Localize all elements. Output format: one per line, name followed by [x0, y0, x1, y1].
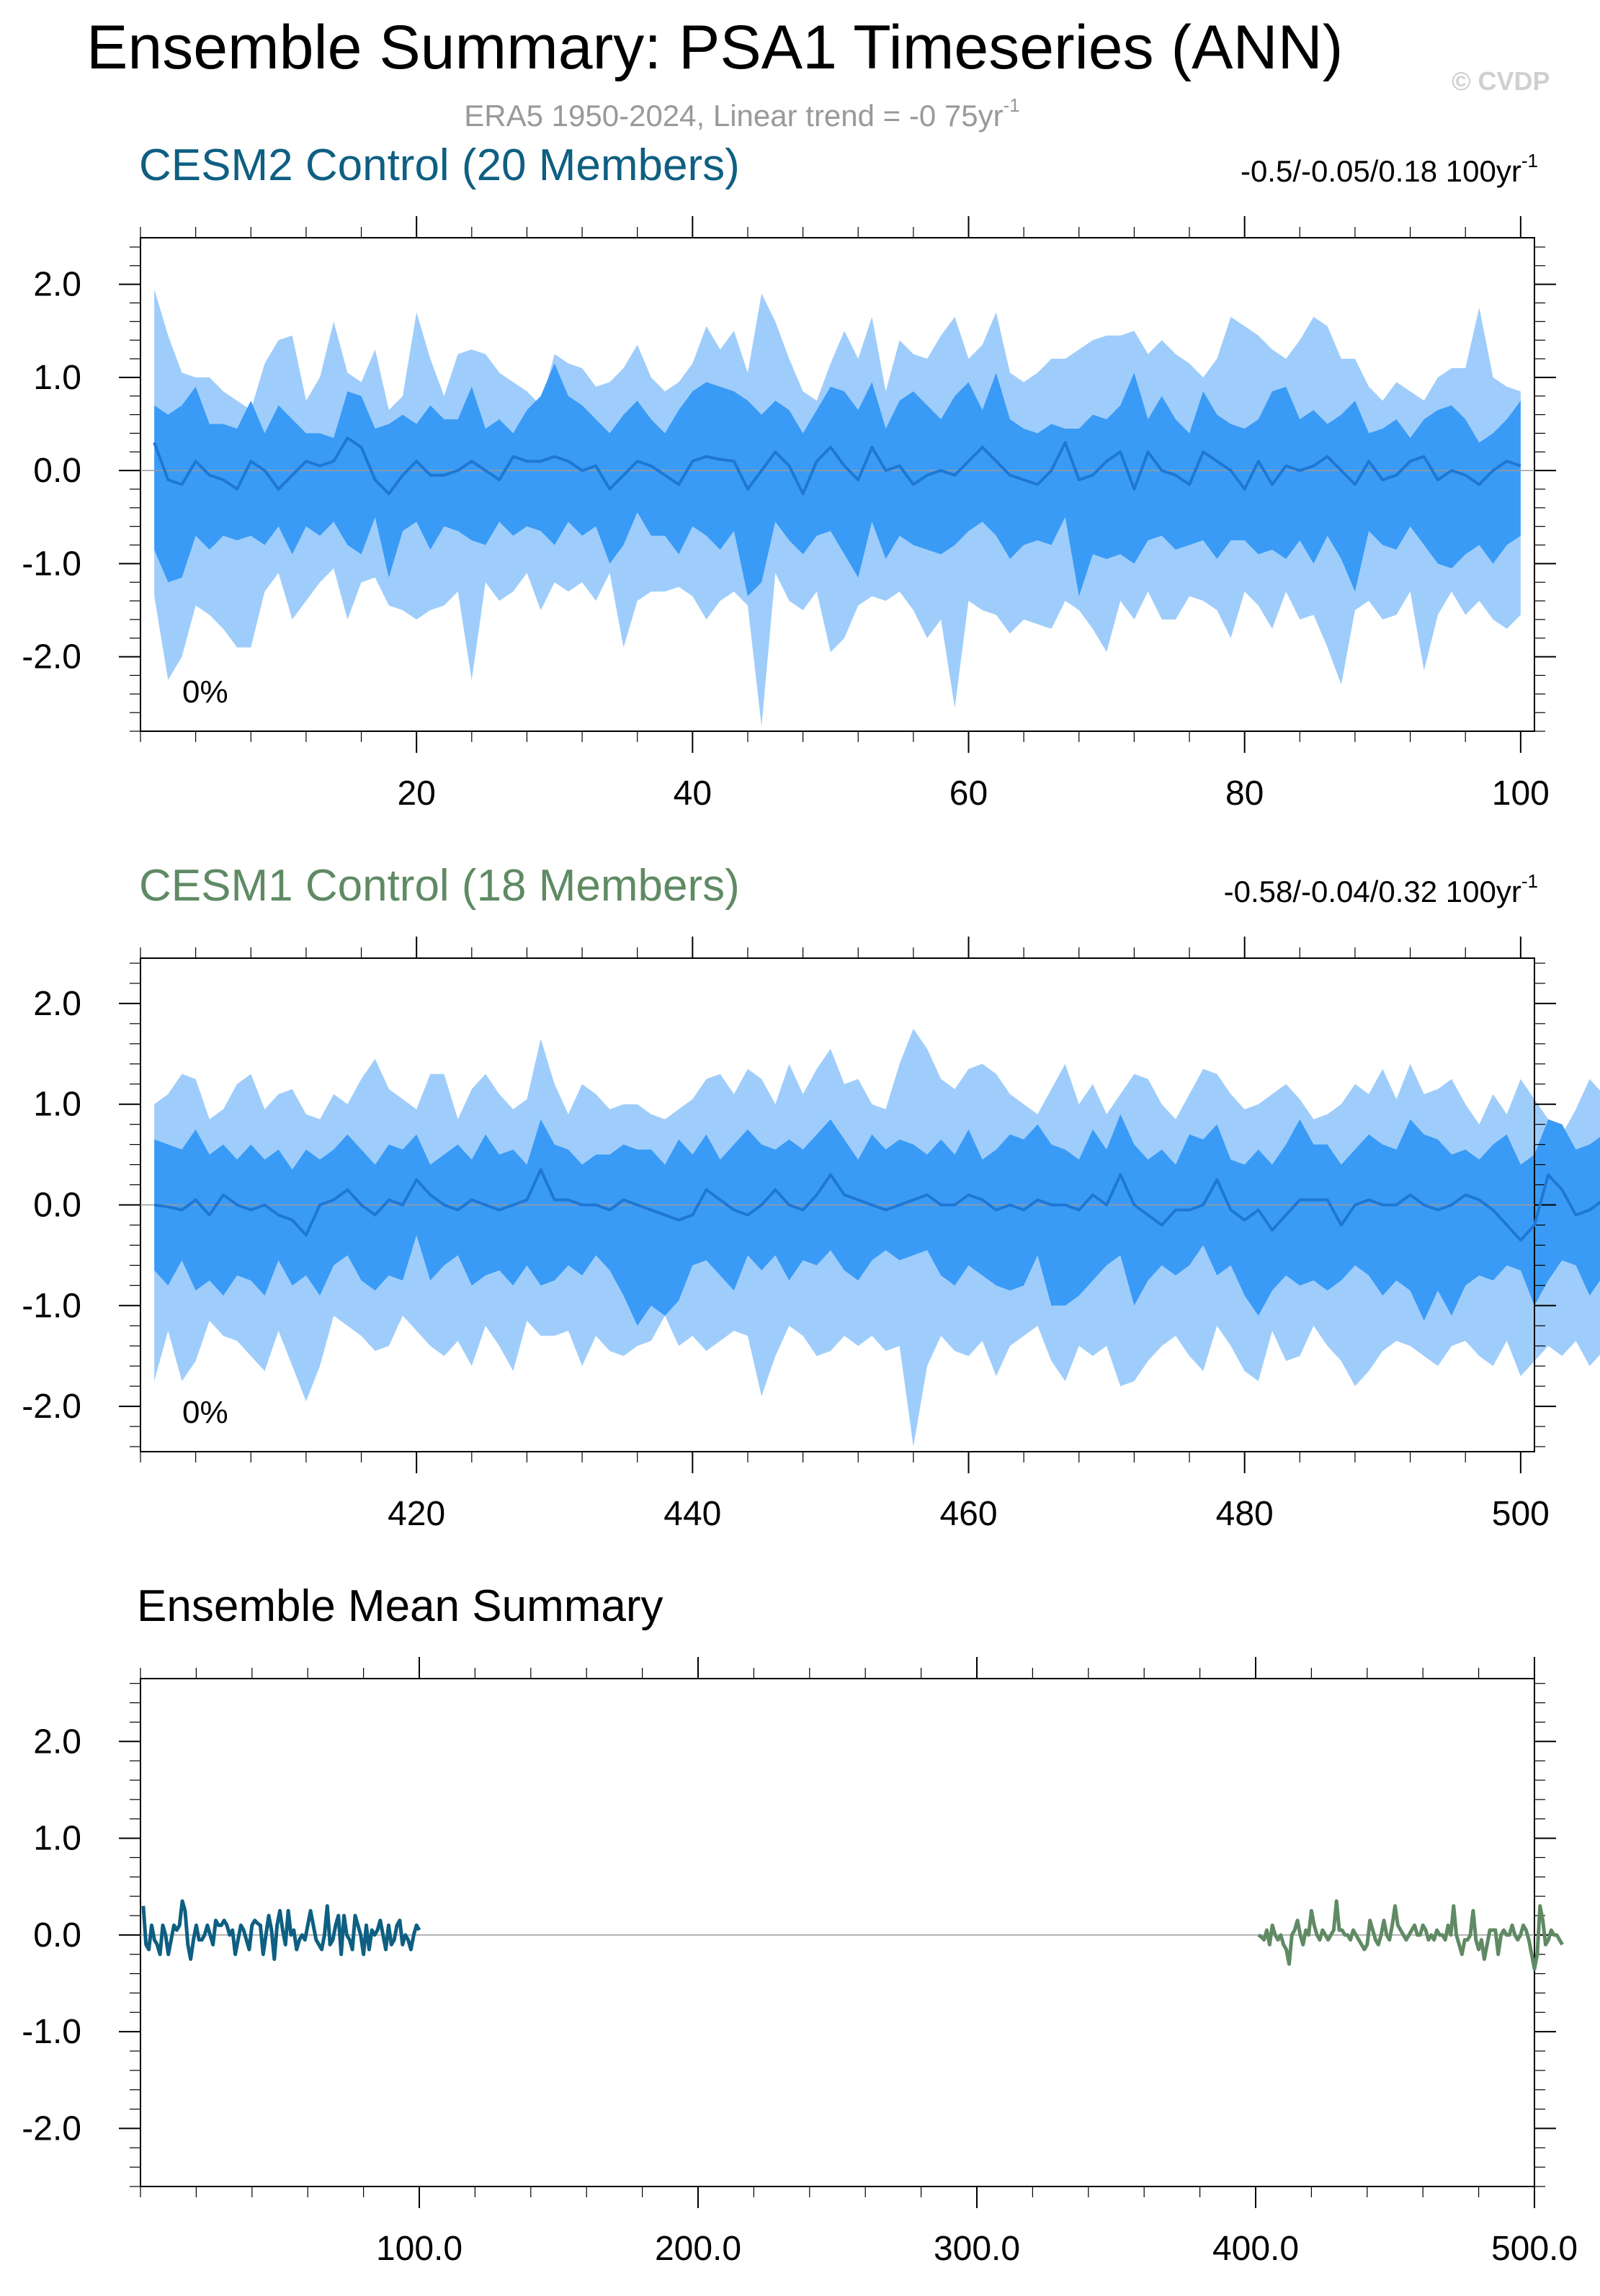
x-tick-label: 480 — [1216, 1495, 1274, 1533]
percent-label-cesm2: 0% — [182, 674, 228, 710]
panel-title-ensemble-mean: Ensemble Mean Summary — [137, 1581, 663, 1631]
band-25-75 — [154, 1114, 1600, 1326]
subtitle-text: ERA5 1950-2024, Linear trend = -0 75yr — [464, 99, 1003, 133]
y-tick-label: -2.0 — [22, 638, 81, 676]
y-tick-label: 2.0 — [33, 266, 81, 304]
watermark: © CVDP — [1452, 66, 1550, 96]
figure-subtitle: ERA5 1950-2024, Linear trend = -0 75yr-1 — [464, 94, 1019, 133]
median-line — [153, 436, 1521, 496]
y-tick-label: 2.0 — [33, 1723, 81, 1761]
ensemble-mean-line-cesm2 — [141, 1899, 421, 1961]
x-tick-label: 500 — [1492, 1495, 1550, 1533]
figure-title: Ensemble Summary: PSA1 Timeseries (ANN) — [86, 13, 1343, 82]
x-tick-label: 20 — [397, 774, 435, 813]
x-tick-label: 400.0 — [1212, 2230, 1299, 2268]
stats-text-cesm1: -0.58/-0.04/0.32 100yr — [1224, 875, 1521, 908]
panel-stats-cesm2: -0.5/-0.05/0.18 100yr-1 — [1241, 150, 1538, 188]
stats-superscript-cesm1: -1 — [1521, 870, 1538, 892]
y-tick-label: 0.0 — [33, 1916, 81, 1955]
y-tick-label: 1.0 — [33, 359, 81, 397]
panel-title-cesm2: CESM2 Control (20 Members) — [139, 140, 740, 190]
y-tick-label: -1.0 — [22, 1287, 81, 1325]
panel-title-cesm1: CESM1 Control (18 Members) — [139, 861, 740, 911]
x-tick-label: 460 — [939, 1495, 997, 1533]
x-tick-label: 80 — [1225, 774, 1264, 813]
x-tick-label: 100 — [1492, 774, 1550, 813]
y-tick-label: 2.0 — [33, 985, 81, 1023]
x-tick-label: 300.0 — [934, 2230, 1020, 2268]
y-tick-label: -1.0 — [22, 2013, 81, 2051]
y-tick-label: 1.0 — [33, 1820, 81, 1858]
band-25-75 — [154, 363, 1521, 597]
x-tick-label: 420 — [388, 1495, 445, 1533]
y-tick-label: 0.0 — [33, 1187, 81, 1225]
y-tick-label: 1.0 — [33, 1086, 81, 1124]
panel-ensemble-mean: Ensemble Mean Summary -2.0 -1.0 0.0 1.0 2.0 1… — [22, 1581, 1578, 2268]
median-line — [153, 1168, 1600, 1242]
percent-label-cesm1: 0% — [182, 1395, 228, 1430]
ensemble-mean-line-cesm1 — [1257, 1899, 1564, 1971]
plot-frame — [140, 237, 1535, 732]
x-tick-label: 40 — [674, 774, 712, 813]
y-tick-label: -2.0 — [22, 1388, 81, 1426]
y-tick-label: -2.0 — [22, 2109, 81, 2148]
x-tick-label: 500.0 — [1491, 2230, 1578, 2268]
x-tick-label: 100.0 — [376, 2230, 462, 2268]
plot-frame — [140, 1678, 1535, 2187]
panel-cesm2: CESM2 Control (20 Members) -0.5/-0.05/0.… — [22, 140, 1556, 813]
y-tick-label: 0.0 — [33, 452, 81, 490]
panel-cesm1: CESM1 Control (18 Members) -0.58/-0.04/0… — [22, 861, 1600, 1533]
y-tick-label: -1.0 — [22, 545, 81, 583]
x-tick-label: 440 — [663, 1495, 721, 1533]
plot-area-cesm2: -2.0 -1.0 0.0 1.0 2.0 20 40 60 80 100 — [22, 216, 1556, 813]
x-tick-label: 60 — [949, 774, 988, 813]
stats-text-cesm2: -0.5/-0.05/0.18 100yr — [1241, 154, 1521, 188]
panel-stats-cesm1: -0.58/-0.04/0.32 100yr-1 — [1224, 870, 1538, 908]
plot-area-cesm1: -2.0 -1.0 0.0 1.0 2.0 420 440 460 480 500 — [22, 937, 1600, 1533]
stats-superscript-cesm2: -1 — [1521, 150, 1538, 171]
subtitle-superscript: -1 — [1004, 94, 1020, 116]
x-tick-label: 200.0 — [655, 2230, 741, 2268]
plot-area-ensemble-mean: -2.0 -1.0 0.0 1.0 2.0 100.0 200.0 300.0 400.0 500… — [22, 1657, 1578, 2268]
